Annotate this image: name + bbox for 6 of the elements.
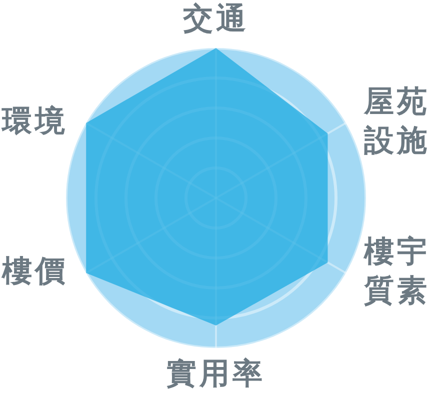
spoke-label: 屋苑設施	[362, 84, 430, 158]
spoke-label: 樓宇質素	[362, 234, 430, 308]
spoke-label: 交通	[182, 1, 249, 36]
spoke-label: 樓價	[1, 254, 68, 289]
spoke-label: 環境	[1, 104, 68, 139]
spoke-label: 實用率	[166, 356, 266, 392]
